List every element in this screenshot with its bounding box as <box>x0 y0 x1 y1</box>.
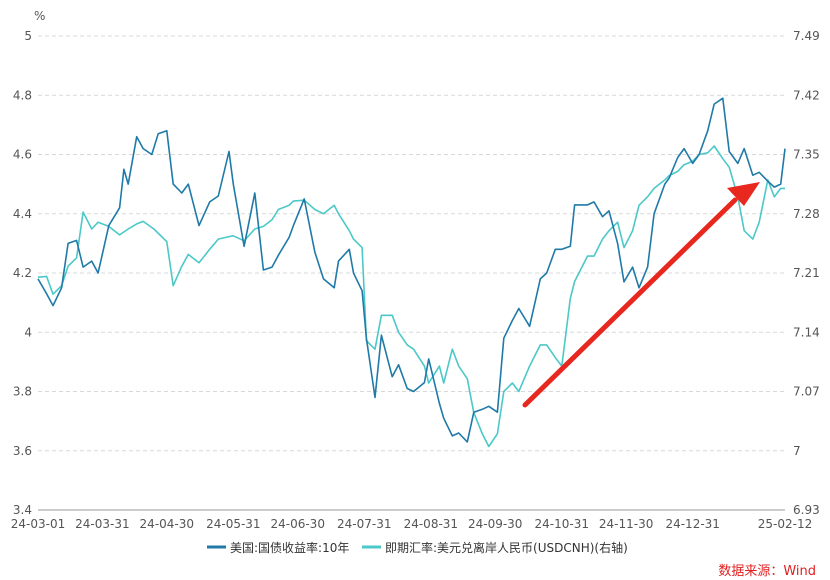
legend-label-usdcnh: 即期汇率:美元兑离岸人民币(USDCNH)(右轴) <box>385 540 628 555</box>
y-tick-label: 4.4 <box>13 207 32 221</box>
series-line-us-10y-yield <box>37 97 786 443</box>
axes: % <box>34 9 785 511</box>
y-tick-label: 3.6 <box>13 444 32 458</box>
trend-arrow-shaft <box>522 197 738 408</box>
y2-tick-label: 6.93 <box>793 503 820 517</box>
y2-tick-label: 7.35 <box>793 148 820 162</box>
x-tick-label: 24-03-01 <box>11 517 65 531</box>
x-tick-label: 24-03-31 <box>75 517 129 531</box>
tick-labels: 3.4 6.93 3.6 7 3.8 7.07 4 7.14 4.2 7.21 4.4 7.28 4.6… <box>11 29 820 531</box>
x-tick-label: 24-04-30 <box>140 517 194 531</box>
x-tick-label: 24-10-31 <box>535 517 589 531</box>
x-tick-label: 24-09-30 <box>468 517 522 531</box>
x-tick-label: 24-05-31 <box>206 517 260 531</box>
x-tick-label: 25-02-12 <box>758 517 812 531</box>
trend-arrow-head <box>727 182 760 206</box>
y-tick-label: 4.6 <box>13 148 32 162</box>
series-lines <box>37 97 786 448</box>
y2-tick-label: 7.28 <box>793 207 820 221</box>
y2-tick-label: 7 <box>793 444 801 458</box>
annotation <box>522 182 760 408</box>
x-tick-label: 24-12-31 <box>665 517 719 531</box>
y-axis-unit-label: % <box>34 9 45 23</box>
y-tick-label: 3.8 <box>13 385 32 399</box>
gridlines <box>38 35 785 452</box>
y2-tick-label: 7.07 <box>793 385 820 399</box>
y-tick-label: 4.2 <box>13 266 32 280</box>
y2-tick-label: 7.21 <box>793 266 820 280</box>
x-tick-label: 24-07-31 <box>337 517 391 531</box>
y2-tick-label: 7.42 <box>793 88 820 102</box>
y-tick-label: 3.4 <box>13 503 32 517</box>
y-tick-label: 5 <box>24 29 32 43</box>
legend-label-us-10y-yield: 美国:国债收益率:10年 <box>230 540 349 555</box>
data-source-note: 数据来源：Wind <box>718 564 816 579</box>
x-tick-label: 24-06-30 <box>270 517 324 531</box>
x-tick-label: 24-08-31 <box>404 517 458 531</box>
legend: 美国:国债收益率:10年 即期汇率:美元兑离岸人民币(USDCNH)(右轴) <box>207 540 628 555</box>
x-tick-label: 24-11-30 <box>599 517 653 531</box>
series-line-usdcnh <box>37 145 785 448</box>
y-tick-label: 4 <box>24 325 32 339</box>
y-tick-label: 4.8 <box>13 88 32 102</box>
y2-tick-label: 7.14 <box>793 325 820 339</box>
y2-tick-label: 7.49 <box>793 29 820 43</box>
